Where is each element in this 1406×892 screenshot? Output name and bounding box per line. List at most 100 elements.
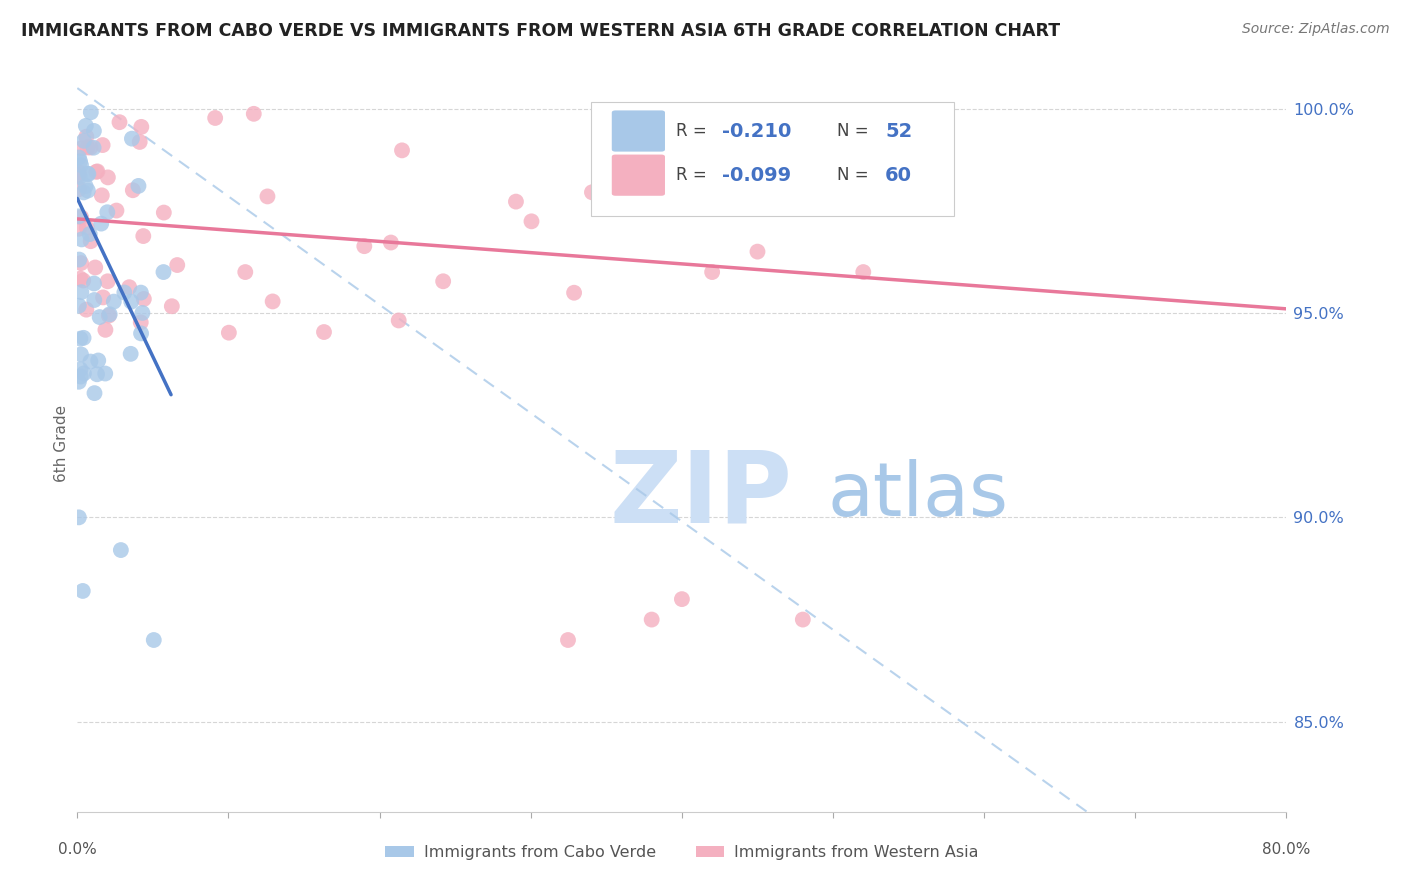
Point [243,107,266,121]
Point [204,111,226,125]
Point [91,290,114,304]
Legend: Immigrants from Cabo Verde, Immigrants from Western Asia: Immigrants from Cabo Verde, Immigrants f… [378,838,986,866]
Point [852,265,875,279]
Point [76,184,98,198]
Point [67,165,90,179]
Point [76,220,98,235]
Point [72,583,94,598]
Point [97,274,120,288]
Point [112,285,135,300]
Point [94,323,117,337]
Point [131,120,153,134]
Point [97,170,120,185]
Point [70,211,93,225]
Point [67,182,90,196]
Point [110,543,132,558]
Point [80,105,103,120]
Point [121,131,143,145]
Point [166,258,188,272]
Point [142,632,165,647]
Point [70,256,93,270]
Point [69,154,91,169]
Point [83,277,105,291]
FancyBboxPatch shape [612,111,665,152]
Point [67,210,90,224]
Point [380,235,402,250]
Point [83,141,105,155]
Text: ZIP: ZIP [609,447,792,544]
Point [91,138,114,153]
Point [69,169,91,184]
Point [76,167,98,181]
Point [120,294,142,309]
Point [160,299,183,313]
Point [671,592,693,607]
Point [77,167,100,181]
Point [233,265,256,279]
Point [67,221,90,235]
Text: -0.210: -0.210 [721,121,792,141]
Point [353,239,375,253]
Point [73,134,96,148]
Point [747,244,769,259]
Point [89,310,111,324]
Point [792,613,814,627]
Point [108,115,131,129]
Point [72,331,94,345]
Point [153,205,176,219]
Point [505,194,527,209]
Text: R =: R = [676,122,711,140]
Point [67,151,90,165]
Point [432,274,454,288]
Point [121,183,143,197]
Point [129,326,152,341]
Point [94,367,117,381]
Point [70,232,93,246]
Point [129,315,152,329]
Point [562,285,585,300]
Text: 52: 52 [884,121,912,141]
Point [76,140,98,154]
Point [83,386,105,401]
Point [262,294,284,309]
Point [69,362,91,376]
Point [67,252,90,267]
Point [388,313,411,327]
Text: 0.0%: 0.0% [58,842,97,857]
Point [72,273,94,287]
FancyBboxPatch shape [612,154,665,195]
Point [70,158,93,172]
Point [702,265,724,279]
Point [97,309,120,323]
Point [96,205,118,219]
Point [69,271,91,285]
Point [70,347,93,361]
Text: N =: N = [837,122,873,140]
FancyBboxPatch shape [592,102,955,216]
Text: 80.0%: 80.0% [1263,842,1310,857]
Point [105,203,128,218]
Point [79,234,101,248]
Point [127,178,149,193]
Point [391,144,413,158]
Point [132,292,155,306]
Text: atlas: atlas [827,458,1008,532]
Text: IMMIGRANTS FROM CABO VERDE VS IMMIGRANTS FROM WESTERN ASIA 6TH GRADE CORRELATION: IMMIGRANTS FROM CABO VERDE VS IMMIGRANTS… [21,22,1060,40]
Point [86,164,108,178]
Point [73,367,96,381]
Point [67,375,90,389]
Point [152,265,174,279]
Point [86,165,108,179]
Point [90,217,112,231]
Point [83,293,105,307]
Point [132,229,155,244]
Point [67,510,90,524]
Point [75,119,97,133]
Point [557,632,579,647]
Point [129,285,152,300]
Point [70,141,93,155]
Point [84,260,107,275]
Point [86,368,108,382]
Point [72,186,94,200]
Point [98,307,121,321]
